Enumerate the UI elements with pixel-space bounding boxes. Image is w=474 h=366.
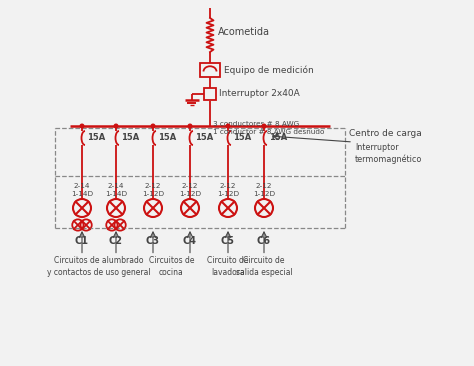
Text: 15A: 15A bbox=[87, 132, 105, 142]
Circle shape bbox=[226, 124, 230, 128]
Text: C1: C1 bbox=[75, 236, 89, 246]
Text: Interruptor
termomagnético: Interruptor termomagnético bbox=[355, 143, 422, 164]
Bar bbox=[200, 63, 220, 77]
Text: C2: C2 bbox=[109, 236, 123, 246]
Bar bbox=[204, 88, 216, 100]
Text: Centro de carga: Centro de carga bbox=[349, 129, 422, 138]
Text: C6: C6 bbox=[257, 236, 271, 246]
Text: Circuito de
lavadora: Circuito de lavadora bbox=[207, 256, 249, 277]
Text: 15A: 15A bbox=[158, 132, 176, 142]
Text: 15A: 15A bbox=[121, 132, 139, 142]
Text: 2-12
1-12D: 2-12 1-12D bbox=[217, 183, 239, 197]
Text: Circuitos de alumbrado
y contactos de uso general: Circuitos de alumbrado y contactos de us… bbox=[47, 256, 151, 277]
Text: 2-12
1-12D: 2-12 1-12D bbox=[253, 183, 275, 197]
Text: Circuito de
salida especial: Circuito de salida especial bbox=[236, 256, 292, 277]
Text: C3: C3 bbox=[146, 236, 160, 246]
Text: Acometida: Acometida bbox=[218, 27, 270, 37]
Circle shape bbox=[114, 124, 118, 128]
Text: C5: C5 bbox=[221, 236, 235, 246]
Circle shape bbox=[80, 124, 84, 128]
Text: Circuitos de
cocina: Circuitos de cocina bbox=[149, 256, 194, 277]
Text: 15A: 15A bbox=[195, 132, 213, 142]
Circle shape bbox=[188, 124, 192, 128]
Text: 2-12
1-12D: 2-12 1-12D bbox=[179, 183, 201, 197]
Text: Interruptor 2x40A: Interruptor 2x40A bbox=[219, 90, 300, 98]
Text: 3 conductores # 8 AWG
1 conductor # 8 AWG desnudo: 3 conductores # 8 AWG 1 conductor # 8 AW… bbox=[213, 121, 324, 135]
Text: Equipo de medición: Equipo de medición bbox=[224, 65, 314, 75]
Circle shape bbox=[262, 124, 266, 128]
Text: 2-12
1-12D: 2-12 1-12D bbox=[142, 183, 164, 197]
Text: C4: C4 bbox=[183, 236, 197, 246]
Text: 2-14
1-14D: 2-14 1-14D bbox=[105, 183, 127, 197]
Text: 15A: 15A bbox=[269, 132, 287, 142]
Circle shape bbox=[151, 124, 155, 128]
Text: 15A: 15A bbox=[233, 132, 251, 142]
Text: 2-14
1-14D: 2-14 1-14D bbox=[71, 183, 93, 197]
